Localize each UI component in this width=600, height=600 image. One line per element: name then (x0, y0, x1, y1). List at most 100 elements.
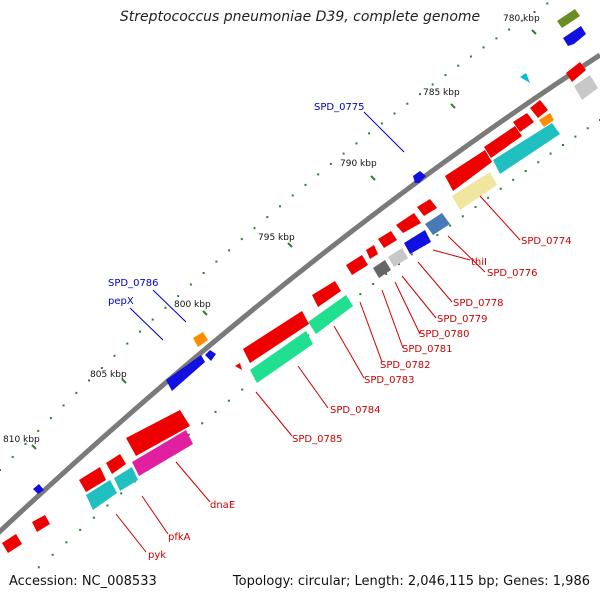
gene-feature[interactable] (539, 113, 554, 127)
guide-dot (533, 11, 536, 13)
leader-lines (115, 111, 521, 553)
gene-feature[interactable] (396, 213, 421, 233)
gene-feature[interactable] (563, 26, 586, 46)
guide-dot (88, 379, 91, 382)
guide-dot (586, 127, 589, 130)
label-spd-0781[interactable]: SPD_0781 (402, 344, 453, 355)
guide-dot (562, 144, 564, 146)
gene-feature[interactable] (126, 410, 190, 456)
gene-feature[interactable] (312, 281, 341, 307)
guide-dot (368, 132, 371, 135)
gene-feature[interactable] (2, 534, 22, 553)
gene-feature[interactable] (114, 467, 138, 491)
gene-feature[interactable] (79, 467, 106, 492)
guide-dot (0, 469, 1, 471)
label-pyk[interactable]: pyk (148, 550, 166, 561)
guide-dot (24, 442, 27, 445)
guide-dot (449, 224, 452, 227)
guide-dot (100, 367, 103, 369)
gene-feature[interactable] (574, 75, 598, 100)
gene-feature[interactable] (346, 255, 368, 275)
guide-dot (546, 2, 549, 5)
gene-feature[interactable] (366, 245, 378, 259)
gene-feature[interactable] (513, 113, 534, 132)
guide-dot (499, 187, 502, 190)
label-spd-0785[interactable]: SPD_0785 (292, 434, 343, 445)
gene-feature[interactable] (243, 311, 309, 363)
guide-dot (279, 205, 281, 208)
guide-dot (461, 215, 464, 218)
label-spd-0786[interactable]: SPD_0786 (108, 278, 159, 289)
gene-feature[interactable] (378, 231, 397, 248)
gene-feature[interactable] (566, 62, 586, 82)
gene-feature[interactable] (250, 331, 313, 383)
gene-feature[interactable] (493, 123, 560, 174)
gene-feature[interactable] (106, 454, 126, 474)
gene-feature[interactable] (86, 480, 117, 510)
label-spd-0784[interactable]: SPD_0784 (330, 405, 381, 416)
tick-label-800: 800 kbp (174, 300, 211, 310)
guide-dot (355, 142, 358, 145)
guide-dot (62, 404, 65, 407)
label-spd-0774[interactable]: SPD_0774 (521, 236, 572, 247)
gene-feature[interactable] (452, 172, 497, 210)
map-title: Streptococcus pneumoniae D39, complete g… (119, 9, 481, 25)
guide-dot (214, 410, 217, 413)
guide-dot (79, 528, 82, 531)
gene-feature[interactable] (373, 260, 391, 278)
gene-feature[interactable] (205, 350, 216, 361)
gene-feature[interactable] (445, 150, 492, 191)
gene-feature[interactable] (166, 355, 205, 391)
gene-feature[interactable] (520, 73, 530, 83)
genome-summary-text: Topology: circular; Length: 2,046,115 bp… (232, 574, 590, 589)
gene-feature[interactable] (308, 295, 353, 334)
gene-feature[interactable] (484, 126, 522, 158)
guide-dot (240, 238, 243, 241)
guide-dot (406, 102, 409, 105)
label-spd-0780[interactable]: SPD_0780 (419, 329, 470, 340)
label-pfka[interactable]: pfkA (168, 532, 191, 543)
guide-dot (253, 227, 256, 230)
gene-feature[interactable] (557, 9, 580, 28)
guide-dot (537, 161, 540, 164)
guide-dot (549, 152, 552, 155)
gene-feature[interactable] (132, 430, 193, 476)
gene-feature[interactable] (235, 363, 242, 370)
guide-dot (202, 272, 205, 274)
gene-feature[interactable] (530, 100, 548, 118)
guide-dot (151, 318, 154, 321)
tick-label-785: 785 kbp (423, 88, 460, 98)
tick-label-805: 805 kbp (90, 370, 127, 380)
guide-dot (201, 422, 204, 425)
guide-dot (457, 64, 460, 67)
tick-label-790: 790 kbp (340, 159, 377, 169)
label-spd-0783[interactable]: SPD_0783 (364, 375, 415, 386)
label-pepx[interactable]: pepX (108, 296, 134, 307)
gene-feature[interactable] (193, 332, 208, 347)
label-spd-0779[interactable]: SPD_0779 (437, 314, 488, 325)
gene-feature[interactable] (32, 515, 50, 532)
label-thii[interactable]: thiI (471, 257, 487, 268)
gene-feature[interactable] (404, 230, 431, 254)
guide-dot (385, 273, 388, 275)
guide-dot (126, 342, 129, 345)
label-spd-0776[interactable]: SPD_0776 (487, 268, 538, 279)
guide-dot (512, 178, 515, 181)
guide-dot (393, 112, 396, 115)
gene-feature[interactable] (388, 248, 408, 267)
gene-feature[interactable] (425, 213, 450, 235)
guide-dot (37, 566, 40, 569)
gene-feature[interactable] (33, 484, 44, 494)
gene-feature[interactable] (413, 171, 426, 183)
guide-dot (106, 504, 109, 507)
outer-genes (33, 9, 586, 494)
label-dnae[interactable]: dnaE (210, 500, 235, 511)
tick-label-780: 780 kbp (503, 14, 540, 24)
guide-dot (266, 216, 269, 219)
label-spd-0778[interactable]: SPD_0778 (453, 298, 504, 309)
label-spd-0782[interactable]: SPD_0782 (380, 360, 431, 371)
gene-feature[interactable] (417, 199, 437, 216)
guide-dot (215, 260, 218, 263)
label-spd-0775[interactable]: SPD_0775 (314, 102, 365, 113)
